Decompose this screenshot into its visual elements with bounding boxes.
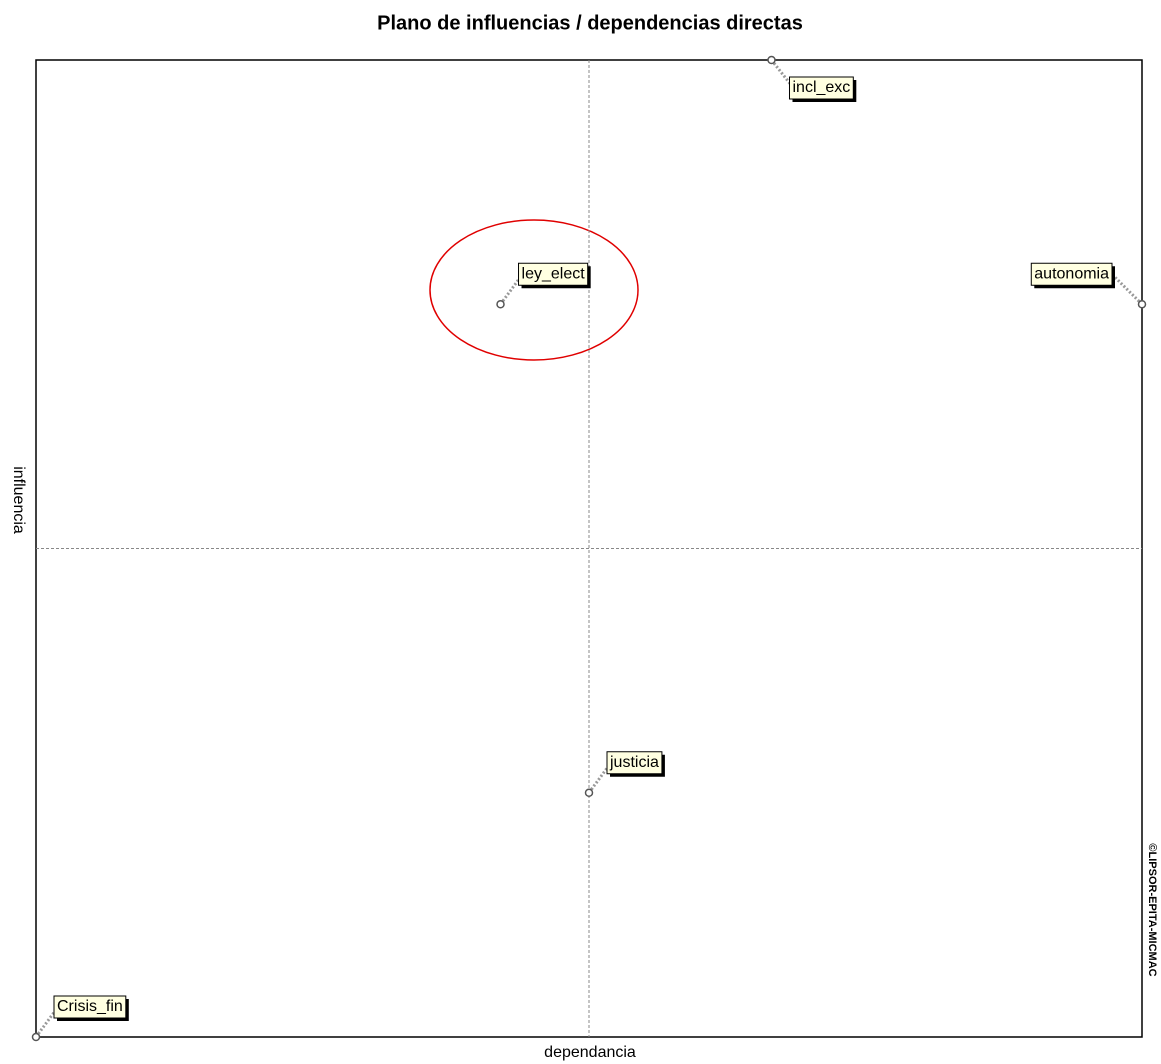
point-label: ley_elect [522, 265, 586, 282]
point [767, 55, 776, 65]
label-box [606, 751, 663, 775]
point-label: autonomia [1034, 265, 1109, 282]
label-box [518, 262, 589, 286]
point [584, 788, 594, 797]
leader-line [1110, 273, 1144, 306]
label-box [53, 995, 127, 1019]
credit: ©LIPSOR-EPITA-MICMAC [1146, 843, 1158, 976]
point [31, 1032, 41, 1042]
point-label: Crisis_fin [57, 998, 123, 1015]
label-box [788, 76, 854, 100]
chart-title: Plano de influencias / dependencias dire… [377, 12, 803, 34]
point [496, 300, 505, 309]
label-box [1030, 262, 1113, 286]
point [1137, 300, 1147, 309]
highlight-circle [429, 219, 639, 361]
point-label: justicia [609, 754, 659, 771]
point-label: incl_exc [792, 79, 850, 96]
x-axis-label: dependancia [544, 1044, 636, 1061]
y-axis-label: influencia [10, 466, 27, 534]
